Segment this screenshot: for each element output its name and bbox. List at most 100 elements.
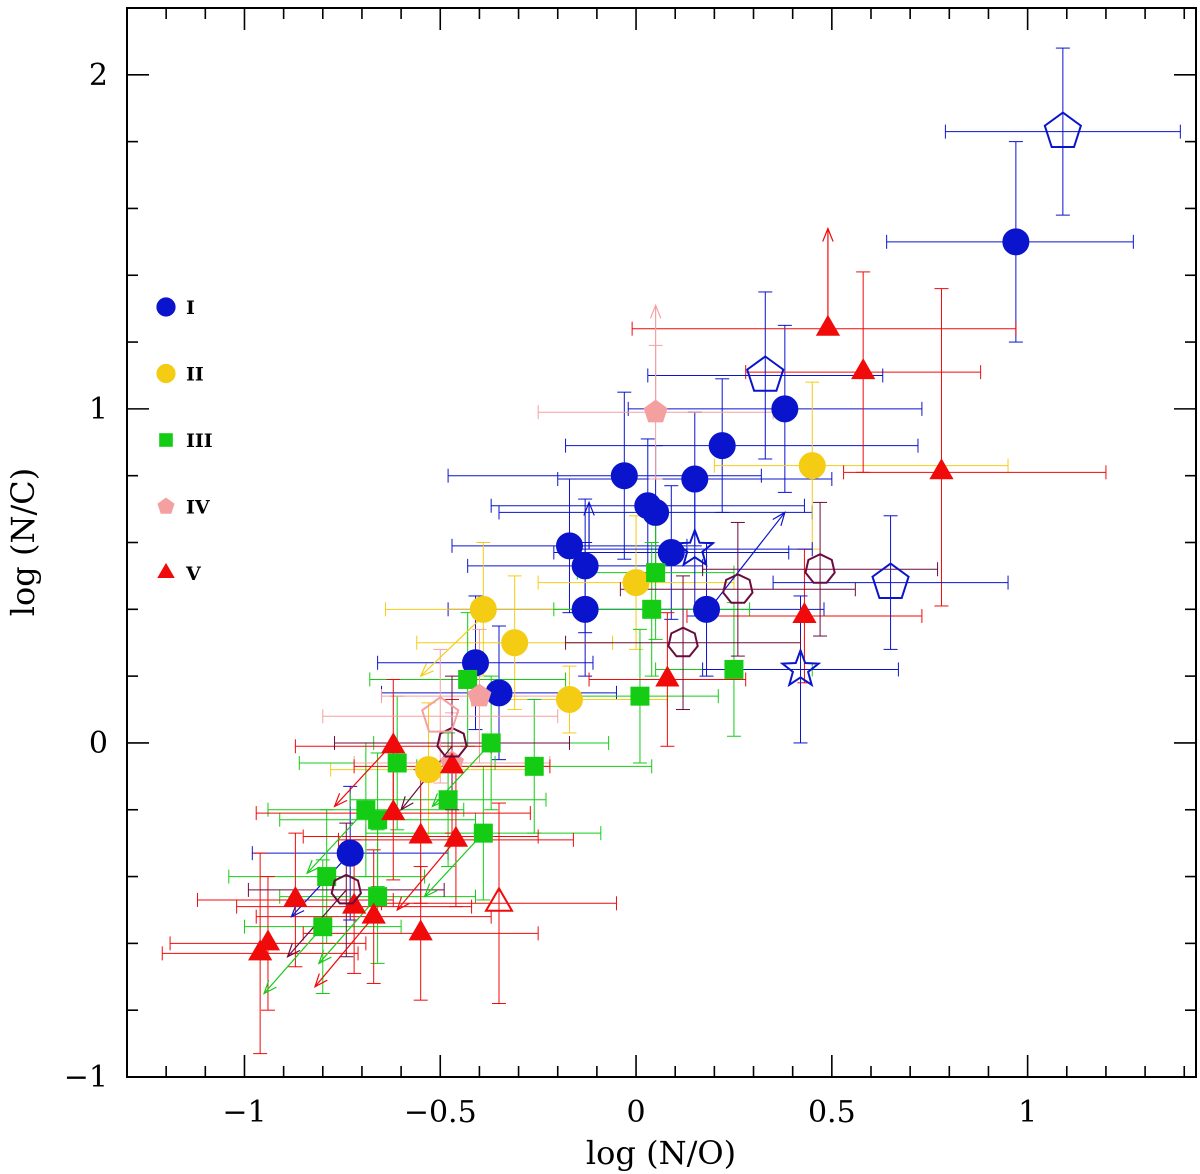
limit-arrow-head (822, 226, 834, 242)
data-point-i (693, 595, 721, 623)
limit-arrow-head (419, 663, 434, 678)
data-point-i (657, 539, 685, 567)
data-point-ii (501, 629, 529, 657)
open-heptagon-point (436, 726, 468, 758)
limit-arrow-head (262, 980, 277, 995)
limit-arrow-shaft (713, 512, 786, 604)
data-point-v (792, 601, 817, 623)
data-point-ii (415, 756, 443, 784)
x-axis-label: log (N/O) (586, 1134, 736, 1172)
limit-arrow-shaft (396, 839, 457, 911)
limit-arrow-shaft (420, 615, 484, 677)
data-point-v (408, 822, 433, 844)
data-point-iii (438, 790, 458, 810)
data-point-v (381, 799, 406, 821)
limit-arrow-shaft (318, 896, 379, 964)
x-tick-label: 0.5 (808, 1095, 856, 1130)
data-point-iii (642, 599, 662, 619)
legend-marker-ii (156, 363, 176, 384)
data-point-v (381, 732, 406, 754)
data-markers (248, 111, 1083, 961)
x-tick-label: −1 (222, 1095, 266, 1130)
data-point-i (571, 552, 599, 580)
data-point-iv (467, 683, 492, 707)
data-point-iii (368, 887, 388, 907)
data-point-v (408, 919, 433, 941)
limit-arrow-head (306, 859, 321, 875)
y-tick-label: 1 (89, 392, 108, 427)
legend-label-v: V (185, 563, 202, 585)
data-point-ii (555, 686, 583, 714)
axis-ticks: −1 −0.5 0 0.5 1 −1 0 1 2 (64, 7, 1196, 1130)
open-pentagon-point (421, 695, 460, 733)
data-point-iii (630, 686, 650, 706)
x-tick-label: 1 (1018, 1095, 1037, 1130)
open-heptagon-point (330, 873, 362, 905)
limit-arrows (262, 226, 834, 995)
data-point-v (851, 358, 876, 380)
limit-arrow-shaft (424, 832, 484, 898)
limit-arrow-head (313, 973, 328, 989)
limit-arrow-shaft (263, 926, 324, 994)
data-point-iv (643, 399, 668, 423)
legend-label-ii: II (186, 364, 204, 386)
limit-arrow-shaft (306, 809, 367, 874)
data-point-iii (313, 917, 333, 937)
data-point-ii (469, 595, 497, 623)
open-triangle-point (484, 886, 514, 912)
legend-marker-v (157, 562, 175, 578)
data-point-i (336, 839, 364, 867)
y-tick-label: 2 (89, 58, 108, 93)
open-pentagon-point (1043, 111, 1083, 148)
legend-marker-iii (159, 433, 173, 447)
data-point-v (929, 458, 954, 480)
data-point-iii (473, 823, 493, 843)
data-point-i (555, 532, 583, 560)
data-point-v (815, 314, 841, 336)
data-point-i (642, 498, 670, 526)
legend-label-i: I (186, 297, 195, 319)
data-point-iii (524, 756, 544, 776)
legend-label-iii: III (186, 430, 213, 452)
limit-arrow-head (423, 883, 438, 898)
limit-arrow-head (290, 903, 305, 918)
limit-arrow-head (772, 511, 786, 527)
limit-arrow-head (649, 303, 662, 319)
data-point-ii (798, 452, 826, 480)
limit-arrow-head (317, 950, 332, 965)
data-point-iii (317, 867, 337, 887)
data-point-i (708, 432, 736, 460)
open-heptagon-point (667, 626, 699, 658)
data-point-i (1002, 228, 1030, 256)
data-point-i (681, 465, 709, 493)
open-star-point (673, 527, 716, 567)
x-tick-label: 0 (627, 1095, 646, 1130)
limit-arrow-head (583, 500, 595, 516)
open-heptagon-point (722, 573, 754, 604)
y-axis-label: log (N/C) (4, 468, 42, 616)
limit-arrow-shaft (314, 916, 375, 988)
data-point-i (610, 462, 638, 490)
legend-label-iv: IV (186, 497, 211, 519)
data-point-iii (646, 563, 666, 583)
data-point-iii (387, 753, 407, 773)
data-point-v (655, 665, 680, 687)
limit-arrow-head (396, 896, 410, 912)
legend-marker-iv (157, 497, 175, 514)
data-point-ii (622, 569, 650, 597)
legend-marker-i (156, 297, 176, 317)
open-heptagon-point (804, 553, 836, 584)
data-point-i (771, 395, 799, 423)
data-point-v (443, 825, 469, 847)
data-point-v (439, 752, 465, 774)
limit-arrow-head (286, 943, 301, 958)
y-tick-label: −1 (64, 1060, 108, 1095)
limit-arrow-head (400, 796, 414, 812)
data-point-v (283, 885, 308, 907)
data-point-v (361, 902, 386, 924)
open-pentagon-point (871, 562, 910, 599)
y-tick-label: 0 (89, 726, 108, 761)
limit-arrow-shaft (334, 742, 394, 807)
